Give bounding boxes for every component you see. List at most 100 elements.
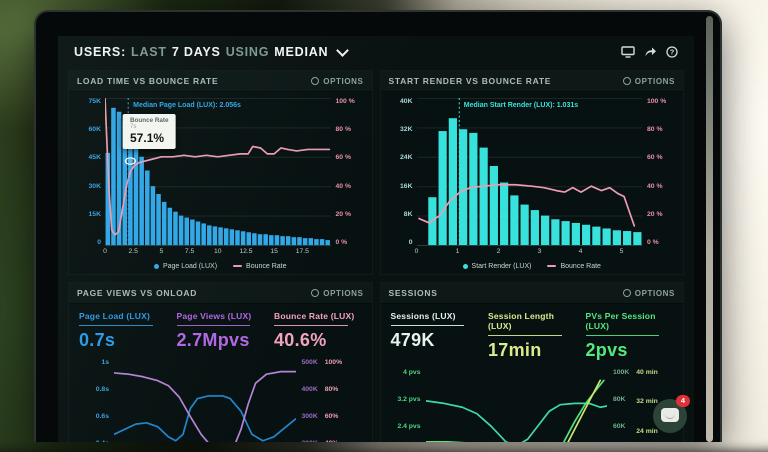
- y-axis-left: 75K 60K 45K 30K 15K 0: [75, 98, 105, 258]
- panel-load-time-vs-bounce: LOAD TIME VS BOUNCE RATE OPTIONS 75K 60K 4…: [68, 70, 373, 275]
- axis-tick: 5: [619, 248, 624, 255]
- axis-tick: 16K: [400, 182, 413, 190]
- axis-tick: 80 %: [335, 126, 352, 134]
- metric-row: Page Load (LUX) 0.7s Page Views (LUX) 2.…: [69, 304, 372, 353]
- Page Load (LUX)-line: [114, 396, 296, 441]
- metric-underline: [585, 335, 659, 336]
- axis-tick: 15K: [88, 210, 101, 218]
- axis-column: 100K80K60K40K: [613, 369, 629, 442]
- axis-tick: 60 %: [647, 154, 663, 162]
- axis-tick: 0: [103, 248, 107, 255]
- axis-tick: 0.4s: [96, 440, 109, 442]
- y-axis-right: 100 % 80 % 60 % 40 % 20 % 0 %: [642, 98, 677, 258]
- panel-sessions: SESSIONS OPTIONS Sessions (LUX) 479K Ses…: [379, 282, 684, 442]
- x-axis: 0 1 2 3 4 5: [414, 246, 643, 258]
- panel-page-views-vs-onload: PAGE VIEWS VS ONLOAD OPTIONS Page Load (…: [68, 282, 373, 442]
- series-marker-dot: [462, 263, 468, 269]
- histogram-bars: [105, 107, 330, 245]
- legend-item: Bounce Rate: [233, 263, 287, 270]
- chevron-down-icon[interactable]: [336, 44, 350, 57]
- metric-pvs-per-session: PVs Per Session (LUX) 2pvs: [585, 311, 674, 361]
- panel-title: LOAD TIME VS BOUNCE RATE: [77, 76, 219, 86]
- panel-title: PAGE VIEWS VS ONLOAD: [77, 288, 198, 298]
- axis-tick: 60K: [613, 423, 626, 430]
- gear-icon: [622, 77, 631, 85]
- panel-start-render-vs-bounce: START RENDER VS BOUNCE RATE OPTIONS 40K 3…: [379, 70, 684, 275]
- axis-tick: 75K: [88, 98, 101, 105]
- panel-title: SESSIONS: [388, 288, 438, 298]
- metric-value: 2pvs: [585, 340, 628, 360]
- display-icon[interactable]: [621, 46, 635, 58]
- chat-button[interactable]: 4: [653, 395, 690, 433]
- axis-tick: 40 %: [647, 182, 663, 190]
- axis-tick: 40 min: [636, 369, 658, 376]
- axis-tick: 20 %: [647, 210, 663, 218]
- axis-tick: 40%: [325, 440, 342, 442]
- axis-tick: 4 pvs: [403, 369, 421, 376]
- metric-value: 17min: [488, 340, 542, 360]
- chart-legend: Page Load (LUX) Bounce Rate: [69, 258, 372, 274]
- metric-page-load: Page Load (LUX) 0.7s: [79, 311, 167, 351]
- metric-value: 0.7s: [79, 330, 116, 350]
- options-button[interactable]: OPTIONS: [311, 289, 363, 298]
- header-metric-label[interactable]: MEDIAN: [274, 45, 329, 59]
- header-actions: ?: [621, 46, 678, 58]
- axis-tick: 100 %: [647, 98, 667, 105]
- y-axis-right: 500K 400K 300K 200K 100% 80% 60% 40%: [296, 355, 366, 442]
- laptop-screen: USERS: LAST 7 DAYS USING MEDIAN ?: [34, 10, 722, 442]
- Bounce Rate-line: [419, 185, 634, 226]
- median-annotation: Median Start Render (LUX): 1.031s: [463, 102, 579, 109]
- Sessions (LUX)-line: [426, 401, 608, 442]
- gear-icon: [622, 289, 631, 297]
- metric-label: Page Load (LUX): [79, 311, 151, 321]
- axis-tick: 80 %: [647, 126, 663, 134]
- header-range-label[interactable]: 7 DAYS: [171, 45, 221, 59]
- metric-label: Page Views (LUX): [176, 311, 252, 321]
- axis-tick: 80K: [613, 396, 626, 403]
- dashboard-header: USERS: LAST 7 DAYS USING MEDIAN ?: [58, 36, 694, 68]
- series-marker-line: [547, 265, 557, 267]
- axis-tick: 300K: [301, 413, 318, 420]
- axis-tick: 12.5: [239, 248, 253, 255]
- y-axis-left: 1s 0.8s 0.6s 0.4s: [75, 355, 114, 442]
- legend-item: Start Render (LUX): [462, 263, 531, 270]
- Session Length (LUX)-line: [426, 380, 600, 442]
- legend-item: Bounce Rate: [547, 263, 601, 270]
- axis-tick: 7.5: [184, 248, 195, 255]
- axis-tick: 500K: [301, 359, 318, 366]
- share-icon[interactable]: [644, 46, 657, 58]
- metric-label: Bounce Rate (LUX): [274, 311, 355, 321]
- tooltip-marker: [125, 158, 135, 164]
- axis-tick: 40K: [400, 98, 413, 105]
- chart-zone: 40K 32K 24K 16K 8K 0 Median Start Render (LUX…: [381, 92, 684, 258]
- metric-label: Sessions (LUX): [390, 311, 456, 321]
- metric-value: 2.7Mpvs: [176, 330, 250, 350]
- axis-tick: 0 %: [335, 238, 348, 246]
- svg-text:?: ?: [670, 48, 675, 57]
- axis-tick: 2.4 pvs: [397, 423, 421, 430]
- options-button[interactable]: OPTIONS: [311, 77, 363, 86]
- axis-tick: 0: [414, 248, 419, 255]
- axis-tick: 60 %: [335, 154, 352, 162]
- gear-icon: [311, 77, 320, 85]
- y-axis-left: 40K 32K 24K 16K 8K 0: [387, 98, 417, 258]
- axis-tick: 5: [159, 248, 164, 255]
- options-button[interactable]: OPTIONS: [622, 289, 675, 298]
- axis-tick: 30K: [88, 182, 101, 190]
- y-axis-right: 100 % 80 % 60 % 40 % 20 % 0 %: [331, 98, 366, 258]
- metric-underline: [390, 325, 464, 326]
- gear-icon: [311, 289, 320, 297]
- axis-tick: 0: [408, 238, 413, 246]
- tooltip-title: Bounce Rate: [130, 117, 169, 124]
- axis-tick: 1: [455, 248, 460, 255]
- help-icon[interactable]: ?: [666, 46, 678, 58]
- metric-sessions: Sessions (LUX) 479K: [390, 311, 479, 361]
- axis-column: 500K 400K 300K 200K: [302, 359, 318, 442]
- options-button[interactable]: OPTIONS: [622, 77, 675, 86]
- metric-value: 40.6%: [274, 330, 327, 350]
- plot-area: Median Start Render (LUX): 1.031s 0 1 2 3 4 5: [414, 98, 643, 258]
- panel-header: START RENDER VS BOUNCE RATE OPTIONS: [380, 71, 683, 92]
- metric-underline: [176, 325, 250, 326]
